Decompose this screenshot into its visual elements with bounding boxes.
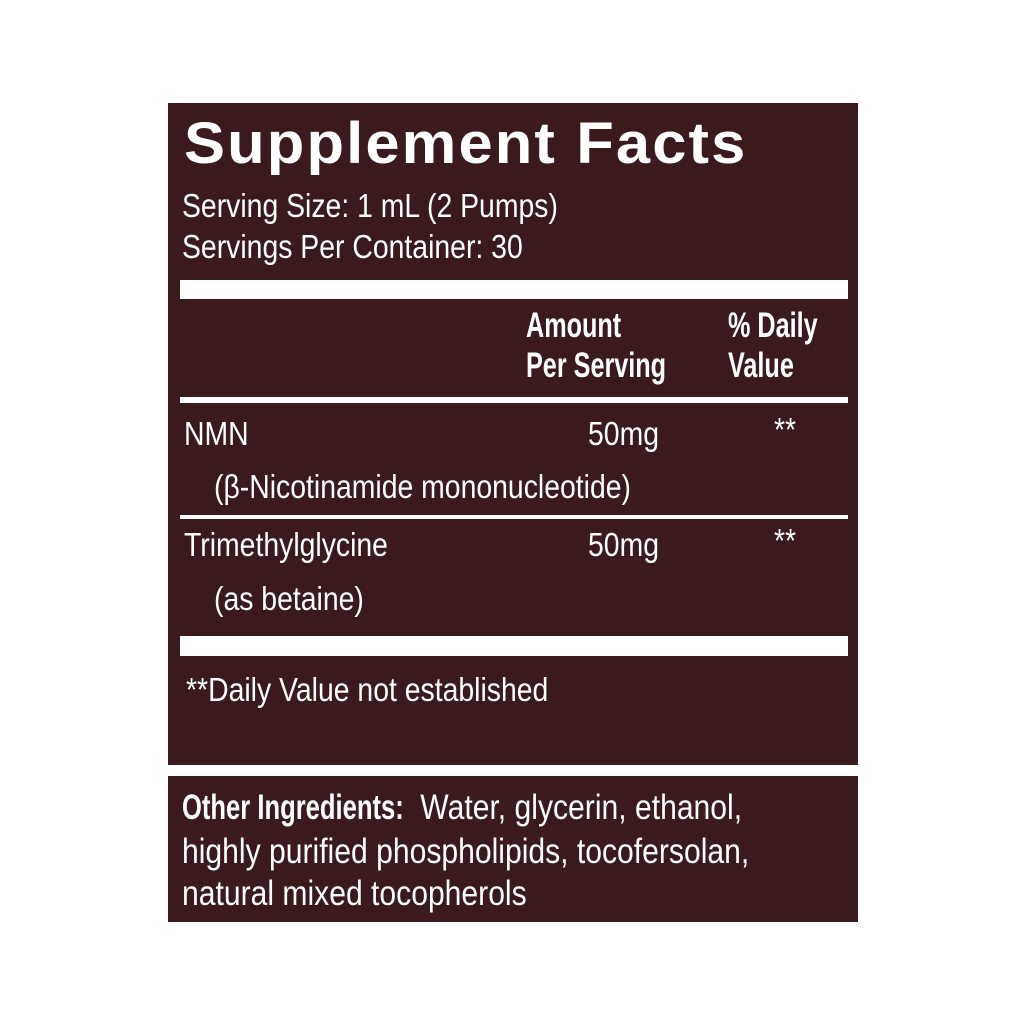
panel-title: Supplement Facts <box>184 111 748 176</box>
supplement-facts-panel: Supplement Facts Serving Size: 1 mL (2 P… <box>168 103 858 765</box>
other-ingredients-label: Other Ingredients: <box>182 788 404 827</box>
other-ingredients-line3: natural mixed tocopherols <box>182 874 527 913</box>
header-amount-line1: Amount <box>526 306 622 345</box>
other-ingredients-panel: Other Ingredients: Water, glycerin, etha… <box>168 776 858 922</box>
thin-divider <box>180 397 848 403</box>
row-divider <box>180 515 848 519</box>
row-tmg-name: Trimethylglycine <box>184 526 388 563</box>
header-dv-line1: % Daily <box>728 306 818 345</box>
other-ingredients-text1: Water, glycerin, ethanol, <box>411 788 743 827</box>
servings-per-container: Servings Per Container: 30 <box>182 228 523 265</box>
other-ingredients-line2: highly purified phospholipids, tocoferso… <box>182 832 750 871</box>
serving-size: Serving Size: 1 mL (2 Pumps) <box>182 187 558 224</box>
thick-divider <box>180 280 848 299</box>
other-ingredients-line1: Other Ingredients: Water, glycerin, etha… <box>182 790 742 825</box>
header-dv-line2: Value <box>728 346 794 385</box>
footnote: **Daily Value not established <box>186 671 549 708</box>
thick-divider-bottom <box>180 636 848 656</box>
row-nmn-name: NMN <box>184 415 249 452</box>
row-nmn-dv: ** <box>774 411 797 448</box>
header-amount-line2: Per Serving <box>526 346 667 385</box>
row-tmg-dv: ** <box>774 522 797 559</box>
row-nmn-amount: 50mg <box>588 415 660 452</box>
row-nmn-detail: (β-Nicotinamide mononucleotide) <box>214 468 631 505</box>
row-tmg-detail: (as betaine) <box>214 580 364 617</box>
row-tmg-amount: 50mg <box>588 526 660 563</box>
